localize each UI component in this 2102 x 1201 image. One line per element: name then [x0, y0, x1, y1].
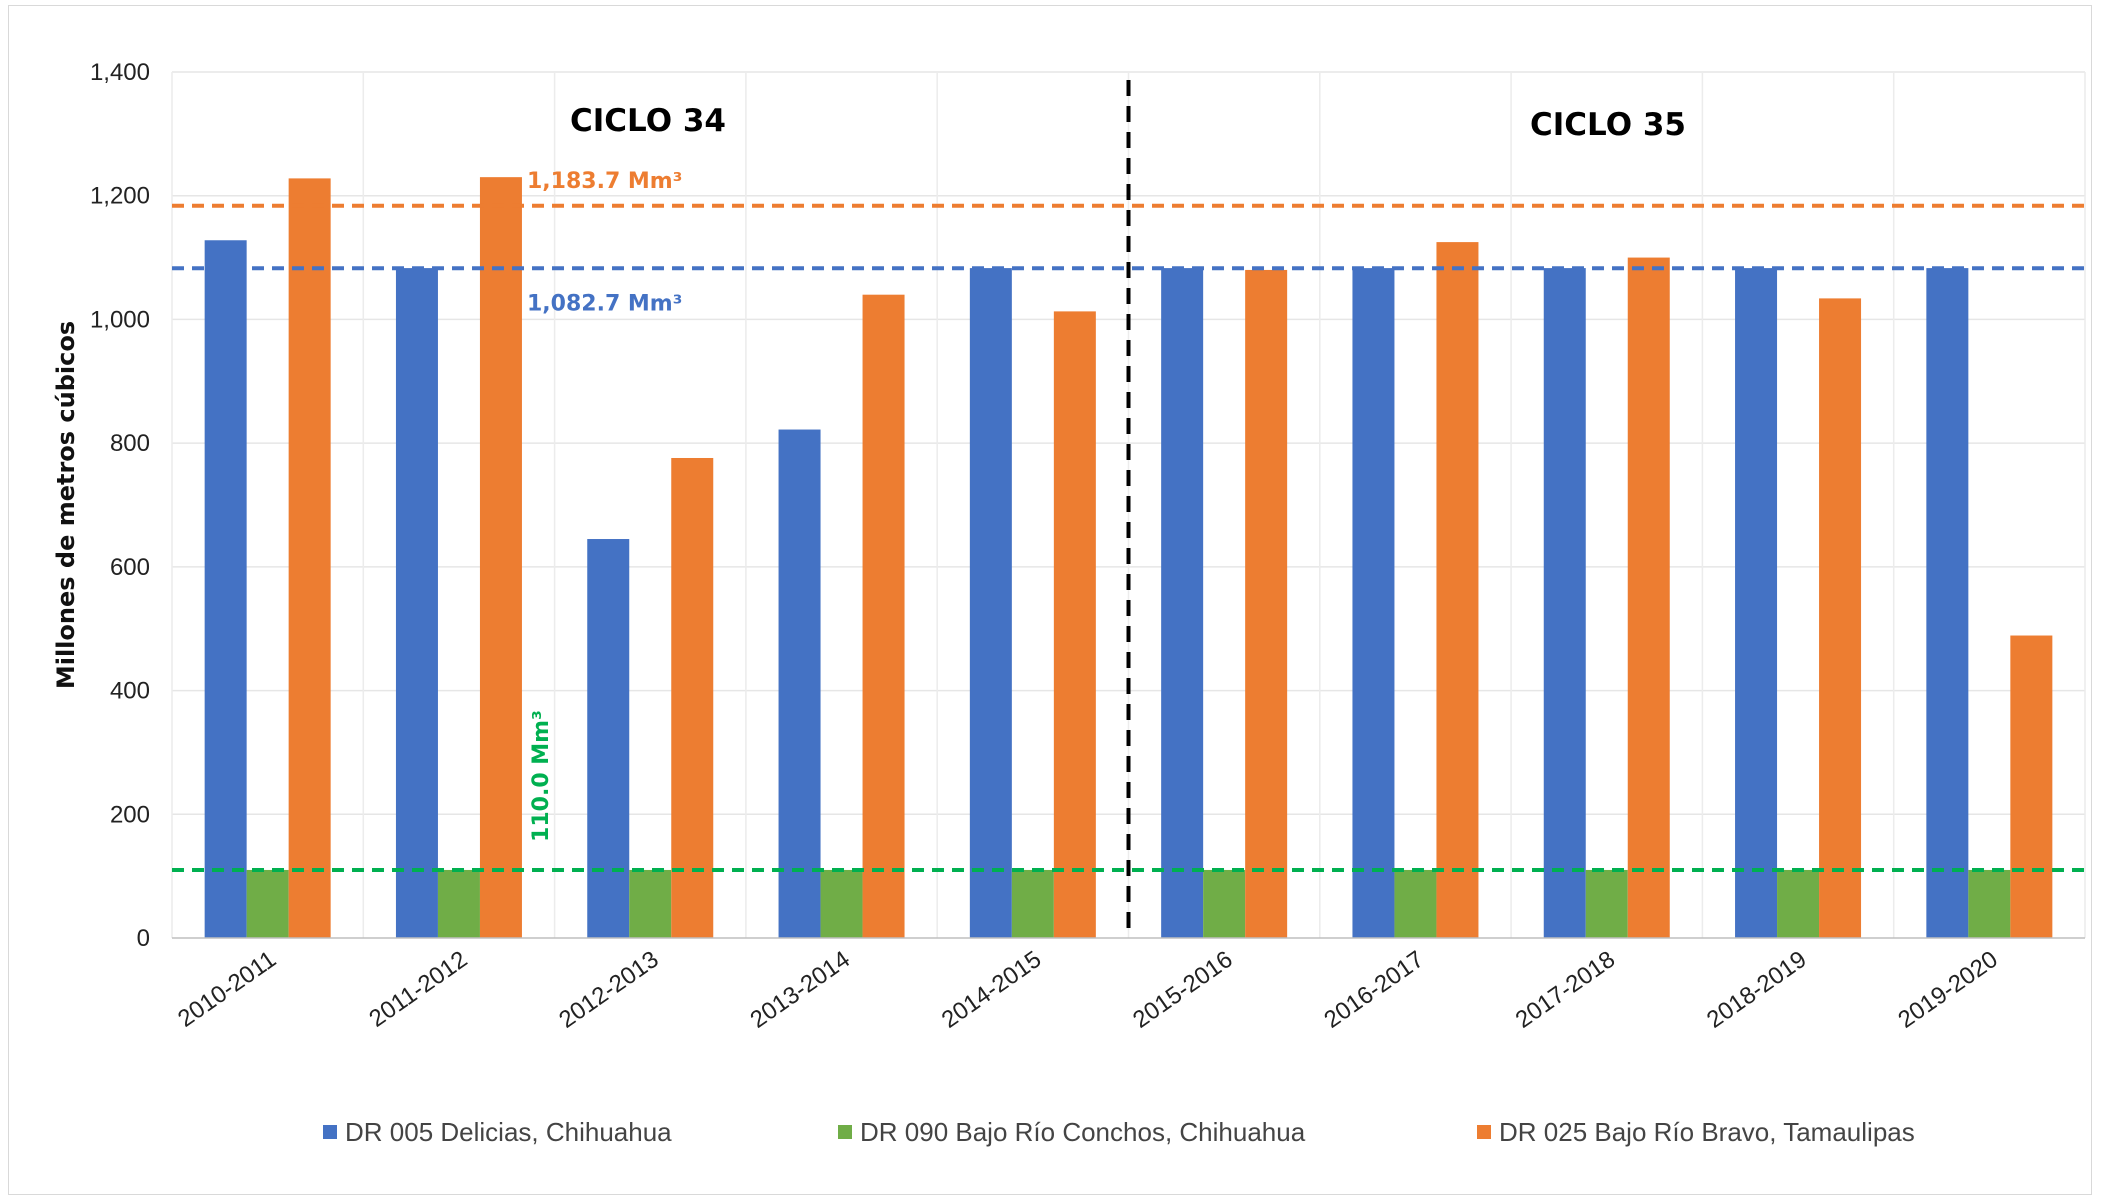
bar-delicias	[204, 240, 247, 938]
bar-bajo-rio-bravo	[2010, 635, 2053, 938]
cycle-34-annotation: CICLO 34	[570, 103, 726, 139]
chart-frame	[8, 5, 2092, 1195]
bar-bajo-rio-conchos	[1203, 869, 1246, 938]
bar-delicias	[1926, 268, 1969, 938]
y-tick-label: 1,000	[90, 306, 150, 333]
y-axis-label: Millones de metros cúbicos	[52, 321, 80, 689]
x-tick-label: 2015-2016	[1128, 946, 1238, 1034]
legend-swatch	[1477, 1125, 1491, 1139]
legend-label: DR 025 Bajo Río Bravo, Tamaulipas	[1499, 1117, 1915, 1147]
reference-line-label: 110.0 Mm³	[529, 710, 554, 842]
legend: DR 005 Delicias, Chihuahua DR 090 Bajo Rí…	[323, 1117, 1915, 1147]
y-axis-ticks: 0 200 400 600 800 1,000 1,200 1,400	[90, 59, 150, 952]
bar-bajo-rio-bravo	[1627, 257, 1670, 939]
bar-bajo-rio-bravo	[288, 178, 331, 938]
bar-delicias	[395, 268, 438, 938]
x-tick-label: 2017-2018	[1511, 946, 1621, 1034]
y-tick-label: 400	[110, 678, 150, 705]
bar-bajo-rio-conchos	[1585, 869, 1628, 938]
bar-bajo-rio-bravo	[671, 457, 714, 938]
y-tick-label: 1,200	[90, 183, 150, 210]
bar-bajo-rio-bravo	[479, 177, 522, 938]
bar-bajo-rio-conchos	[1394, 869, 1437, 938]
bar-delicias	[1161, 268, 1204, 938]
bar-delicias	[969, 268, 1012, 938]
x-tick-label: 2011-2012	[364, 946, 472, 1033]
bar-bajo-rio-conchos	[1011, 869, 1054, 938]
bar-bajo-rio-conchos	[629, 869, 672, 938]
bar-bajo-rio-conchos	[820, 869, 863, 938]
bar-delicias	[1735, 268, 1778, 938]
x-tick-label: 2018-2019	[1702, 946, 1812, 1034]
y-tick-label: 1,400	[90, 59, 150, 86]
x-tick-label: 2014-2015	[937, 946, 1047, 1034]
bar-delicias	[1352, 268, 1395, 938]
y-tick-label: 200	[110, 801, 150, 828]
x-tick-label: 2010-2011	[173, 946, 281, 1033]
x-tick-label: 2012-2013	[554, 946, 664, 1034]
y-tick-label: 800	[110, 430, 150, 457]
reference-line-label: 1,183.7 Mm³	[527, 169, 682, 194]
bar-bajo-rio-bravo	[1245, 269, 1288, 938]
y-tick-label: 0	[137, 925, 150, 952]
bar-delicias	[587, 539, 630, 938]
bar-bajo-rio-conchos	[437, 869, 480, 938]
y-tick-label: 600	[110, 554, 150, 581]
bar-delicias	[778, 429, 821, 938]
x-axis-ticks: 2010-2011 2011-2012 2012-2013 2013-2014 2014…	[173, 946, 2003, 1034]
bar-bajo-rio-conchos	[246, 869, 289, 938]
bars	[204, 177, 2053, 939]
cycle-35-annotation: CICLO 35	[1530, 107, 1686, 143]
legend-swatch	[323, 1125, 337, 1139]
bar-bajo-rio-bravo	[862, 294, 905, 939]
bar-bajo-rio-bravo	[1819, 298, 1862, 938]
bar-bajo-rio-conchos	[1968, 869, 2011, 938]
reference-line-label: 1,082.7 Mm³	[527, 291, 682, 316]
legend-label: DR 090 Bajo Río Conchos, Chihuahua	[860, 1117, 1306, 1147]
legend-swatch	[838, 1125, 852, 1139]
bar-bajo-rio-bravo	[1436, 242, 1479, 938]
x-tick-label: 2016-2017	[1319, 946, 1429, 1034]
legend-label: DR 005 Delicias, Chihuahua	[345, 1117, 672, 1147]
x-tick-label: 2019-2020	[1893, 946, 2003, 1034]
bar-delicias	[1543, 268, 1586, 938]
bar-bajo-rio-conchos	[1777, 869, 1820, 938]
bar-bajo-rio-bravo	[1053, 311, 1096, 938]
x-tick-label: 2013-2014	[745, 946, 855, 1034]
reference-lines: 1,183.7 Mm³ 1,082.7 Mm³ 110.0 Mm³	[172, 169, 2085, 872]
